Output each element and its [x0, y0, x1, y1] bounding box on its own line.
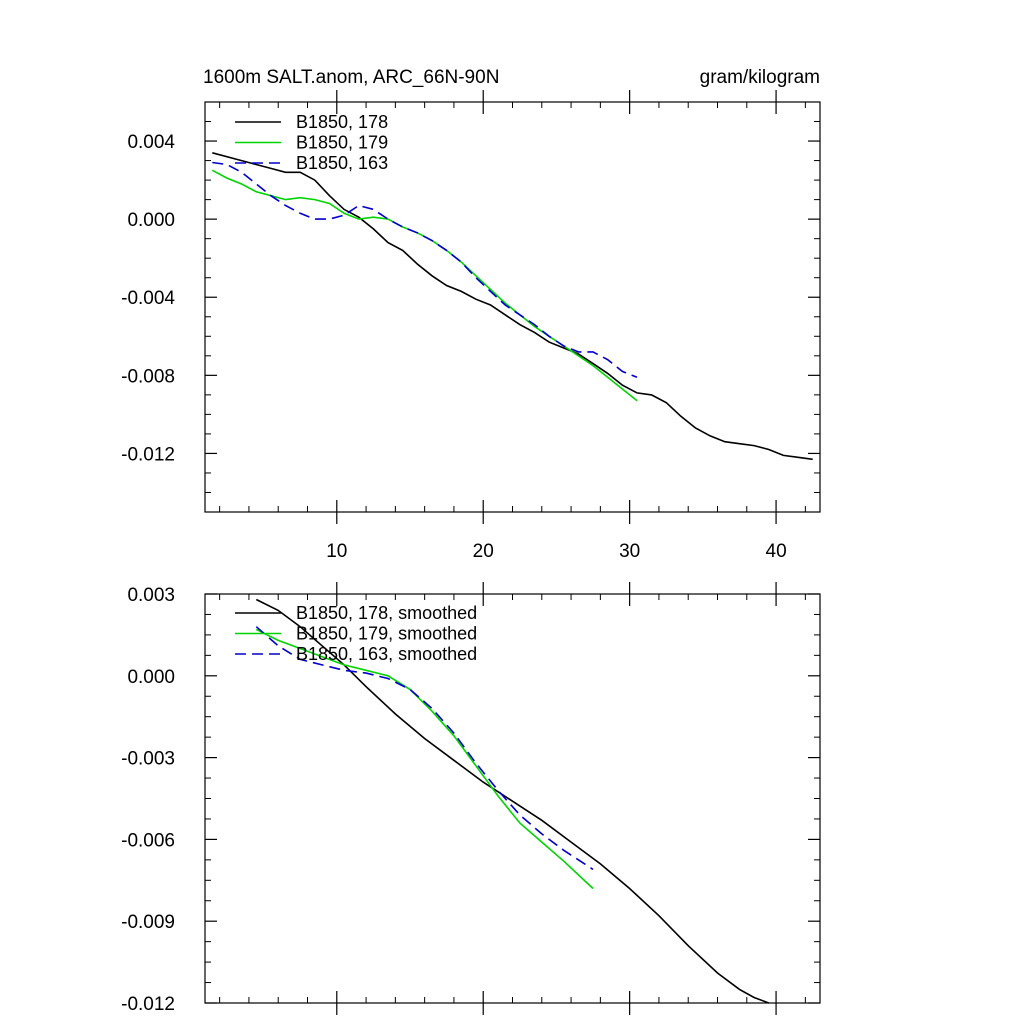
top-panel: 1600m SALT.anom, ARC_66N-90N gram/kilogr…	[121, 67, 821, 562]
series-line-1	[212, 152, 813, 461]
x-tick-label: 30	[619, 541, 640, 562]
y-tick-label: 0.000	[127, 667, 175, 688]
legend-label: B1850, 178	[296, 112, 388, 132]
y-tick-label: 0.000	[127, 210, 175, 231]
y-tick-label: 0.004	[127, 132, 175, 153]
chart-title: 1600m SALT.anom, ARC_66N-90N	[203, 67, 499, 88]
bottom-panel: 0.003 0.000 -0.003 -0.006 -0.009 -0.012 B1850,…	[121, 582, 821, 1015]
legend-label: B1850, 163, smoothed	[296, 644, 477, 664]
series-line-2	[255, 628, 594, 890]
legend-label: B1850, 178, smoothed	[296, 603, 477, 623]
x-tick-label: 10	[326, 541, 347, 562]
y-tick-label: -0.003	[121, 749, 175, 770]
y-tick-label: -0.004	[121, 288, 175, 309]
chart-units: gram/kilogram	[700, 67, 820, 88]
x-tick-label: 20	[473, 541, 494, 562]
series-line-3	[212, 161, 638, 379]
legend-label: B1850, 179	[296, 133, 388, 153]
series-line-1	[255, 598, 770, 1004]
y-tick-label: -0.009	[121, 912, 175, 933]
legend-label: B1850, 163	[296, 153, 388, 173]
y-tick-label: -0.012	[121, 444, 175, 465]
series-line-2	[211, 169, 638, 402]
y-tick-label: -0.006	[121, 830, 175, 851]
legend-label: B1850, 179, smoothed	[296, 624, 477, 644]
y-tick-label: -0.008	[121, 366, 175, 387]
y-tick-label: -0.012	[121, 994, 175, 1015]
x-tick-label: 40	[766, 541, 787, 562]
y-tick-label: 0.003	[127, 585, 175, 606]
